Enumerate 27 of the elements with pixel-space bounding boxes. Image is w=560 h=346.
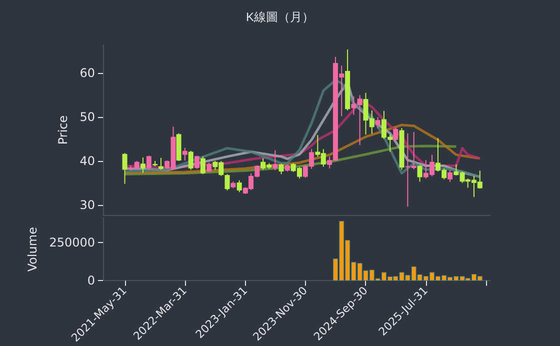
candlestick	[393, 127, 398, 142]
candlestick	[200, 156, 206, 175]
y-tick-label: 50	[80, 110, 95, 124]
y-tick-label: 250000	[49, 235, 95, 250]
candlestick	[188, 150, 194, 170]
y-tick-label: 40	[80, 154, 95, 168]
y-axis-title: Price	[56, 115, 70, 145]
candlestick	[158, 157, 164, 170]
candlestick	[182, 147, 188, 162]
candlestick	[140, 156, 146, 174]
candlestick	[122, 152, 128, 184]
chart-title: K線圖（月）	[246, 10, 314, 24]
y-tick-label: 60	[80, 66, 95, 80]
candlestick	[224, 174, 230, 191]
candlestick	[236, 180, 242, 193]
y-tick-label: 30	[80, 198, 95, 212]
candlestick	[272, 150, 278, 171]
candlestick	[146, 155, 152, 170]
candlestick	[194, 155, 200, 170]
y-axis-title: Volume	[25, 227, 40, 272]
y-tick-label: 0	[87, 274, 95, 288]
candlestick	[206, 162, 212, 173]
candlestick	[375, 116, 380, 129]
line-series	[124, 124, 482, 174]
candlestick	[417, 164, 422, 182]
candlestick	[278, 163, 284, 175]
candlestick	[448, 170, 453, 183]
